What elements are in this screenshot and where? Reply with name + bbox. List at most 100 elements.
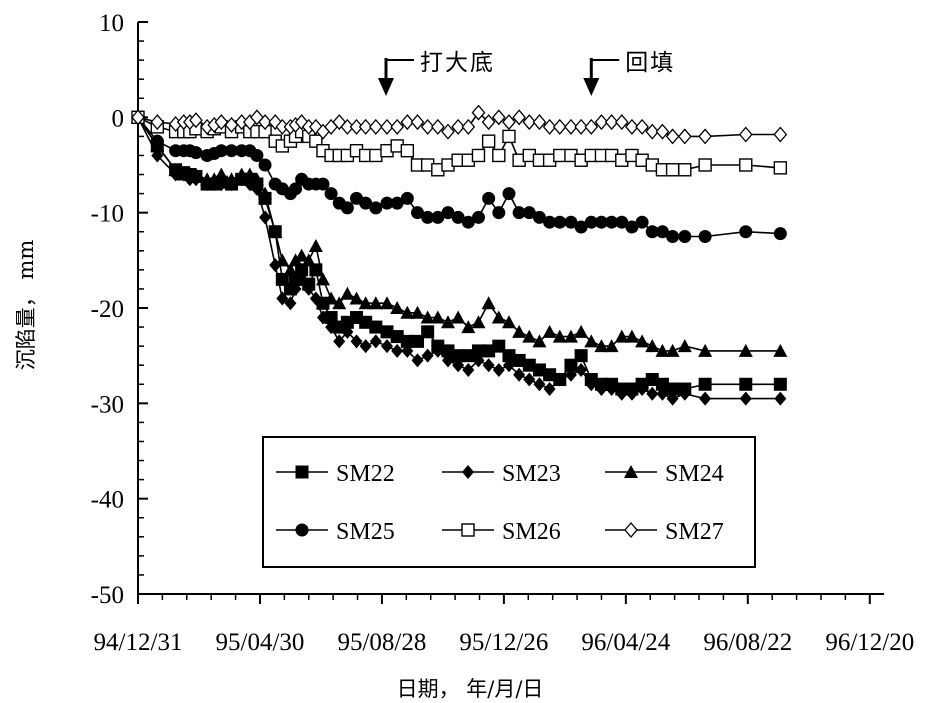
data-point-sm23: [316, 310, 329, 325]
data-point-sm24: [624, 329, 639, 343]
data-point-sm27: [542, 118, 557, 135]
legend-marker: [295, 465, 309, 479]
data-point-sm25: [482, 191, 496, 205]
data-point-sm25: [512, 206, 526, 220]
data-point-sm25: [522, 206, 536, 220]
data-point-sm27: [584, 118, 599, 135]
series-sm24: [131, 110, 788, 357]
data-point-sm24: [301, 253, 316, 267]
data-point-sm25: [553, 215, 567, 229]
annotation-2: 回填: [583, 50, 673, 96]
data-point-sm27: [635, 118, 649, 135]
data-point-sm27: [400, 114, 415, 131]
data-point-sm22: [309, 263, 323, 277]
data-point-sm24: [315, 272, 330, 286]
legend-item-sm24: SM24: [605, 461, 724, 487]
data-point-sm22: [739, 377, 753, 391]
data-point-sm23: [678, 386, 691, 401]
data-point-sm25: [380, 196, 394, 210]
data-point-sm26: [553, 148, 567, 163]
data-point-sm25: [492, 206, 506, 220]
data-point-sm27: [420, 118, 435, 135]
data-point-sm24: [512, 324, 527, 338]
data-point-sm27: [502, 114, 516, 131]
data-point-sm22: [698, 377, 712, 391]
data-point-sm24: [288, 253, 303, 267]
series-sm26: [131, 110, 788, 177]
data-point-sm27: [150, 114, 165, 131]
data-point-sm25: [150, 134, 164, 148]
data-point-sm23: [636, 382, 649, 397]
data-point-sm24: [594, 339, 609, 353]
data-point-sm23: [151, 148, 164, 163]
data-point-sm24: [349, 291, 364, 305]
data-point-sm25: [400, 191, 414, 205]
data-point-sm27: [677, 128, 692, 145]
data-point-sm23: [774, 391, 787, 406]
data-point-sm23: [523, 372, 536, 387]
data-point-sm25: [532, 210, 546, 224]
data-point-sm23: [295, 272, 308, 287]
data-point-sm25: [258, 158, 272, 172]
data-point-sm23: [369, 334, 382, 349]
data-point-sm25: [635, 215, 649, 229]
data-point-sm25: [605, 215, 619, 229]
data-point-sm24: [268, 224, 283, 238]
data-point-sm27: [380, 118, 394, 135]
data-point-sm24: [294, 248, 309, 262]
legend-label: SM27: [665, 519, 724, 545]
legend-label: SM22: [336, 461, 395, 487]
data-point-sm25: [451, 210, 465, 224]
data-point-sm26: [400, 143, 415, 158]
data-point-sm27: [471, 104, 486, 121]
y-tick-label: -30: [91, 391, 124, 418]
legend-label: SM24: [665, 461, 724, 487]
data-point-sm23: [595, 382, 608, 397]
data-point-sm25: [289, 182, 303, 196]
data-point-sm23: [575, 362, 588, 377]
x-tick-label: 95/08/28: [337, 629, 426, 656]
data-point-sm24: [501, 315, 516, 329]
data-point-sm23: [333, 334, 346, 349]
data-point-sm24: [542, 324, 557, 338]
data-point-sm27: [512, 109, 526, 126]
data-point-sm27: [368, 118, 383, 135]
data-point-sm24: [461, 320, 476, 334]
data-point-sm23: [492, 362, 505, 377]
legend-item-sm27: SM27: [605, 519, 724, 545]
legend-item-sm23: SM23: [442, 461, 561, 487]
data-point-sm24: [410, 305, 425, 319]
data-point-sm25: [543, 215, 557, 229]
data-point-sm23: [615, 386, 628, 401]
y-tick-label: -10: [91, 201, 124, 228]
data-point-sm24: [224, 172, 239, 186]
y-tick-label: -50: [91, 582, 124, 609]
data-point-sm23: [325, 320, 338, 335]
data-point-sm27: [522, 114, 537, 131]
data-point-sm23: [666, 391, 679, 406]
x-tick-label: 96/08/22: [703, 629, 792, 656]
x-tick-label: 95/12/26: [459, 629, 548, 656]
data-point-sm25: [316, 177, 330, 191]
data-point-sm27: [738, 126, 753, 143]
data-point-sm23: [699, 391, 712, 406]
annotation-arrow-head: [377, 78, 394, 96]
data-point-sm24: [574, 324, 589, 338]
data-point-sm24: [440, 315, 455, 329]
legend-marker: [624, 465, 638, 478]
data-point-sm24: [677, 339, 692, 353]
data-point-sm25: [678, 230, 692, 243]
data-point-sm23: [302, 281, 315, 296]
data-point-sm24: [471, 315, 486, 329]
data-point-sm27: [410, 114, 425, 131]
data-point-sm25: [739, 225, 753, 239]
data-point-sm24: [283, 262, 298, 276]
data-point-sm27: [131, 109, 145, 126]
series-sm25: [131, 110, 787, 243]
data-point-sm25: [773, 227, 787, 241]
data-point-sm23: [359, 339, 372, 354]
legend-label: SM25: [336, 519, 395, 545]
data-point-sm25: [421, 210, 435, 224]
data-point-sm27: [574, 118, 588, 135]
data-point-sm27: [594, 114, 609, 131]
